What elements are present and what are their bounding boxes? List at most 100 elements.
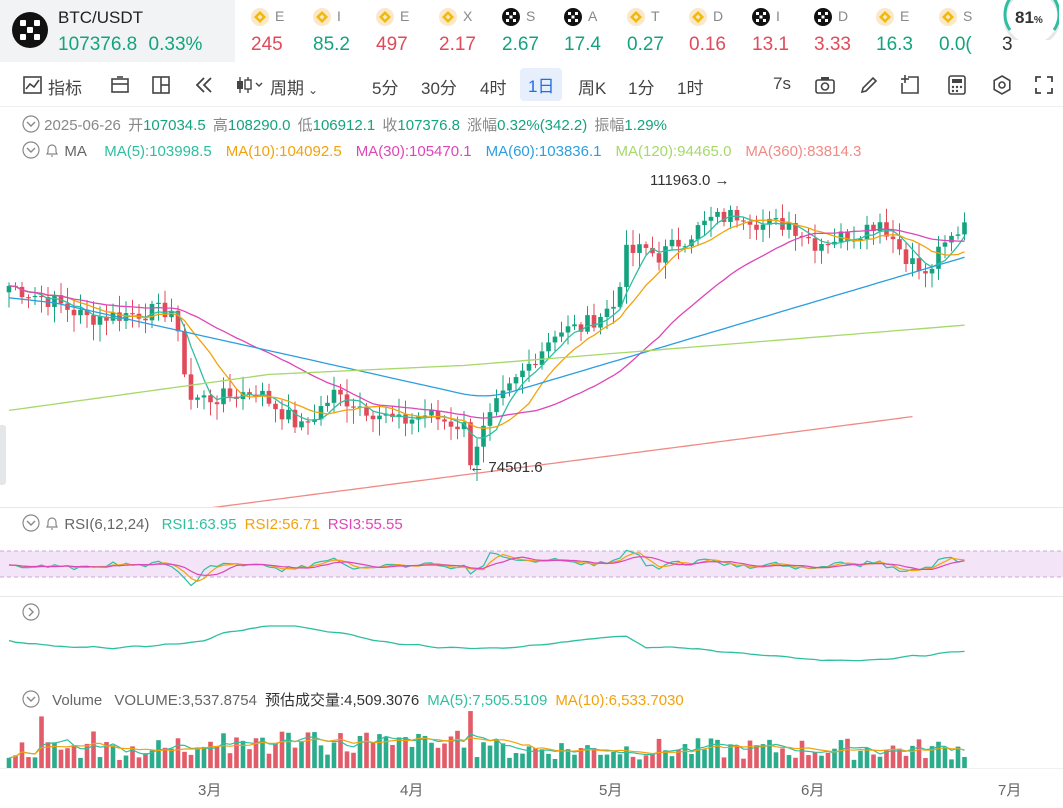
calculator-icon[interactable] — [946, 74, 968, 96]
volume-bar — [169, 748, 174, 768]
ticker-item[interactable]: T 0.27 — [613, 0, 675, 62]
candle-style-icon[interactable] — [235, 74, 265, 96]
ticker-item[interactable]: 3 — [988, 0, 1050, 62]
volume-bar — [65, 748, 70, 768]
refresh-timer[interactable]: 7s — [773, 74, 791, 93]
candle-body — [624, 244, 629, 287]
interval-tab[interactable]: 1分 — [628, 79, 655, 98]
rsi3-line — [8, 556, 965, 576]
volume-bar — [442, 743, 447, 768]
volume-bar — [754, 745, 759, 768]
volume-bar — [78, 757, 83, 768]
ticker-item[interactable]: D 3.33 — [800, 0, 862, 62]
bnb-icon — [439, 8, 457, 26]
candle-body — [299, 421, 304, 428]
camera-icon[interactable] — [814, 74, 836, 96]
ticker-item[interactable]: S 0.0( — [925, 0, 987, 62]
candle-body — [474, 446, 480, 466]
exchange-icon — [814, 8, 832, 26]
candle-body — [377, 415, 382, 420]
ticker-item[interactable]: E 497 — [362, 0, 424, 62]
volume-bar — [728, 744, 733, 768]
ohlc-high: 108290.0 — [227, 117, 291, 134]
candles — [6, 204, 967, 482]
candle-body — [162, 302, 168, 318]
bell-icon[interactable] — [44, 142, 60, 158]
ticker-item[interactable]: S 2.67 — [488, 0, 550, 62]
collapse-chevron-icon[interactable] — [22, 141, 40, 159]
rsi-legend: RSI(6,12,24) RSI1:63.95 RSI2:56.71 RSI3:55… — [22, 514, 403, 533]
volume-bar — [338, 733, 343, 768]
ticker-item[interactable]: E 245 — [237, 0, 299, 62]
volume-bar — [734, 745, 740, 768]
interval-tab[interactable]: 周K — [578, 79, 607, 98]
interval-tab[interactable]: 30分 — [421, 79, 457, 98]
progress-badge[interactable]: 81% — [1001, 0, 1061, 47]
candle-body — [227, 388, 233, 397]
ticker-item[interactable]: I 13.1 — [738, 0, 800, 62]
ticker-item[interactable]: E 16.3 — [862, 0, 924, 62]
period-dropdown[interactable]: 周期 ⌄ — [270, 74, 318, 99]
volume-bar — [741, 758, 746, 768]
bell-icon[interactable] — [44, 515, 60, 531]
expand-chevron-icon[interactable] — [22, 603, 40, 621]
collapse-chevron-icon[interactable] — [22, 690, 40, 708]
volume-bar — [702, 749, 707, 768]
ticker-item[interactable]: A 17.4 — [550, 0, 612, 62]
candle-body — [468, 422, 473, 466]
ticker-symbol: I — [337, 8, 341, 24]
candle-body — [910, 258, 915, 265]
rewind-icon[interactable] — [193, 74, 215, 96]
candlestick-chart[interactable]: 111963.0 → ← 74501.6 — [0, 165, 1063, 507]
ticker-item[interactable]: I 85.2 — [299, 0, 361, 62]
sidebar-toggle-handle[interactable] — [0, 425, 6, 485]
candle-body — [71, 309, 77, 316]
volume-bar — [448, 736, 454, 768]
ohlc-low-label: 低 — [297, 117, 313, 134]
volume-bar — [156, 740, 161, 768]
settings-gear-icon[interactable] — [991, 74, 1013, 96]
ticker-value: 13.1 — [752, 34, 789, 55]
volume-bar — [149, 750, 155, 768]
template-icon[interactable] — [109, 74, 131, 96]
volume-bar — [279, 731, 285, 768]
interval-tab[interactable]: 1日 — [520, 68, 563, 101]
interval-tab[interactable]: 4时 — [480, 79, 507, 98]
volume-bar — [227, 753, 233, 768]
volume-bar — [396, 737, 402, 768]
indicator-chart-icon[interactable] — [22, 74, 44, 96]
add-window-icon[interactable] — [899, 74, 921, 96]
volume-bar — [286, 732, 291, 768]
interval-tab[interactable]: 1时 — [677, 79, 704, 98]
candle-body — [708, 216, 714, 221]
candle-body — [630, 244, 636, 253]
ma60-line — [8, 256, 965, 397]
candle-body — [832, 241, 837, 245]
volume-bar — [819, 755, 824, 768]
exchange-icon — [502, 8, 520, 26]
candle-body — [455, 426, 460, 430]
ticker-item[interactable]: D 0.16 — [675, 0, 737, 62]
collapse-chevron-icon[interactable] — [22, 115, 40, 133]
interval-tab[interactable]: 5分 — [372, 79, 399, 98]
ma5-line — [8, 215, 966, 439]
volume-bar — [481, 742, 486, 768]
ohlc-date: 2025-06-26 — [44, 117, 121, 134]
candle-body — [539, 351, 545, 365]
pair-selector[interactable]: BTC/USDT 107376.8 0.33% — [0, 0, 235, 62]
fullscreen-icon[interactable] — [1033, 74, 1055, 96]
volume-bar — [604, 754, 610, 768]
volume-bar — [591, 748, 597, 768]
candle-body — [942, 242, 948, 247]
collapse-chevron-icon[interactable] — [22, 514, 40, 532]
x-axis-tick: 7月 — [998, 782, 1022, 799]
pencil-icon[interactable] — [858, 74, 880, 96]
indicators-button[interactable]: 指标 — [48, 79, 82, 98]
ticker-symbol: E — [900, 8, 910, 24]
layout-icon[interactable] — [150, 74, 172, 96]
ticker-item[interactable]: X 2.17 — [425, 0, 487, 62]
volume-bar — [351, 752, 356, 768]
volume-bar — [390, 744, 395, 768]
ticker-value: 497 — [376, 34, 408, 55]
candle-body — [331, 389, 337, 403]
